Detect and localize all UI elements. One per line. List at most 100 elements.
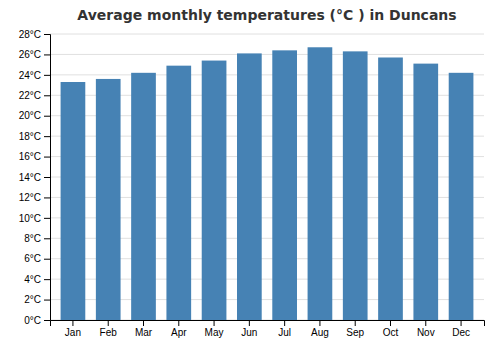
tick-label: 14°C bbox=[19, 172, 41, 183]
bar bbox=[166, 66, 191, 320]
tick-mark bbox=[284, 320, 285, 326]
tick-mark bbox=[44, 75, 50, 76]
tick-label: Nov bbox=[417, 327, 435, 338]
x-tick: Jul bbox=[278, 320, 291, 338]
title: Average monthly temperatures (°C ) in Du… bbox=[77, 7, 456, 23]
tick-label: 26°C bbox=[19, 49, 41, 60]
tick-label: 4°C bbox=[24, 274, 41, 285]
tick-mark bbox=[44, 136, 50, 137]
tick-label: Jun bbox=[241, 327, 257, 338]
x-tick: Sep bbox=[346, 320, 364, 338]
y-tick: 8°C bbox=[24, 233, 50, 244]
tick-mark bbox=[44, 197, 50, 198]
tick-mark bbox=[44, 95, 50, 96]
tick-label: 8°C bbox=[24, 233, 41, 244]
y-tick: 18°C bbox=[19, 131, 50, 142]
bar bbox=[272, 50, 297, 320]
bar bbox=[61, 82, 86, 320]
y-tick: 12°C bbox=[19, 192, 50, 203]
x-tick: Oct bbox=[383, 320, 399, 338]
tick-mark bbox=[214, 320, 215, 326]
y-tick: 28°C bbox=[19, 29, 50, 40]
y-axis: 0°C 2°C 4°C 6°C 8°C 10°C 12°C 14°C 16°C 18°C 20°C 2… bbox=[19, 29, 51, 326]
y-tick: 4°C bbox=[24, 274, 50, 285]
x-tick: Aug bbox=[311, 320, 329, 338]
y-tick: 20°C bbox=[19, 110, 50, 121]
tick-label: Dec bbox=[452, 327, 470, 338]
tick-label: Jul bbox=[278, 327, 291, 338]
tick-label: Jan bbox=[65, 327, 81, 338]
bar bbox=[96, 79, 121, 320]
tick-label: 0°C bbox=[24, 315, 41, 326]
grid bbox=[50, 34, 484, 320]
tick-label: 22°C bbox=[19, 90, 41, 101]
axis-line bbox=[51, 321, 485, 327]
bar bbox=[308, 47, 333, 320]
bars bbox=[61, 47, 474, 320]
tick-mark bbox=[44, 177, 50, 178]
x-tick: Jun bbox=[241, 320, 257, 338]
bar bbox=[202, 61, 227, 320]
x-tick: Dec bbox=[452, 320, 470, 338]
x-tick: Nov bbox=[417, 320, 435, 338]
tick-mark bbox=[44, 34, 50, 35]
x-tick: Apr bbox=[171, 320, 187, 338]
tick-label: Aug bbox=[311, 327, 329, 338]
axis-line bbox=[44, 35, 51, 321]
tick-mark bbox=[44, 54, 50, 55]
tick-mark bbox=[44, 157, 50, 158]
tick-label: 16°C bbox=[19, 151, 41, 162]
y-tick: 2°C bbox=[24, 294, 50, 305]
bar bbox=[343, 51, 368, 320]
tick-label: Mar bbox=[135, 327, 153, 338]
tick-label: May bbox=[205, 327, 224, 338]
tick-label: 24°C bbox=[19, 70, 41, 81]
y-tick: 22°C bbox=[19, 90, 50, 101]
plot: 0°C 2°C 4°C 6°C 8°C 10°C 12°C 14°C 16°C 18°C 20°C 2… bbox=[19, 29, 485, 338]
tick-mark bbox=[72, 320, 73, 326]
tick-label: Apr bbox=[171, 327, 187, 338]
bar bbox=[413, 64, 438, 320]
y-tick: 14°C bbox=[19, 172, 50, 183]
tick-mark bbox=[390, 320, 391, 326]
tick-mark bbox=[44, 279, 50, 280]
tick-mark bbox=[319, 320, 320, 326]
y-tick: 24°C bbox=[19, 70, 50, 81]
bar bbox=[237, 53, 262, 320]
tick-label: 10°C bbox=[19, 213, 41, 224]
tick-label: 18°C bbox=[19, 131, 41, 142]
y-tick: 26°C bbox=[19, 49, 50, 60]
tick-mark bbox=[461, 320, 462, 326]
x-axis: Jan Feb Mar Apr May Jun Jul Aug Sep Oct Nov Dec bbox=[51, 320, 485, 338]
y-tick: 0°C bbox=[24, 315, 50, 326]
bar bbox=[131, 73, 156, 320]
x-tick: Feb bbox=[100, 320, 118, 338]
tick-mark bbox=[44, 259, 50, 260]
grid-line bbox=[50, 34, 484, 35]
tick-label: Sep bbox=[346, 327, 364, 338]
bar bbox=[449, 73, 474, 320]
tick-mark bbox=[425, 320, 426, 326]
tick-mark bbox=[44, 320, 50, 321]
tick-label: 28°C bbox=[19, 29, 41, 40]
bar bbox=[378, 57, 403, 320]
tick-label: 6°C bbox=[24, 253, 41, 264]
x-tick: Jan bbox=[65, 320, 81, 338]
x-tick: Mar bbox=[135, 320, 153, 338]
y-tick: 10°C bbox=[19, 213, 50, 224]
tick-mark bbox=[143, 320, 144, 326]
chart: 0°C 2°C 4°C 6°C 8°C 10°C 12°C 14°C 16°C 18°C 20°C 2… bbox=[0, 0, 500, 350]
tick-label: 20°C bbox=[19, 110, 41, 121]
tick-mark bbox=[44, 238, 50, 239]
tick-mark bbox=[44, 116, 50, 117]
y-tick: 16°C bbox=[19, 151, 50, 162]
tick-label: Feb bbox=[100, 327, 118, 338]
tick-mark bbox=[178, 320, 179, 326]
tick-label: Oct bbox=[383, 327, 399, 338]
tick-mark bbox=[249, 320, 250, 326]
grid-line bbox=[50, 54, 484, 55]
tick-mark bbox=[44, 218, 50, 219]
tick-label: 2°C bbox=[24, 294, 41, 305]
tick-mark bbox=[44, 300, 50, 301]
tick-mark bbox=[355, 320, 356, 326]
